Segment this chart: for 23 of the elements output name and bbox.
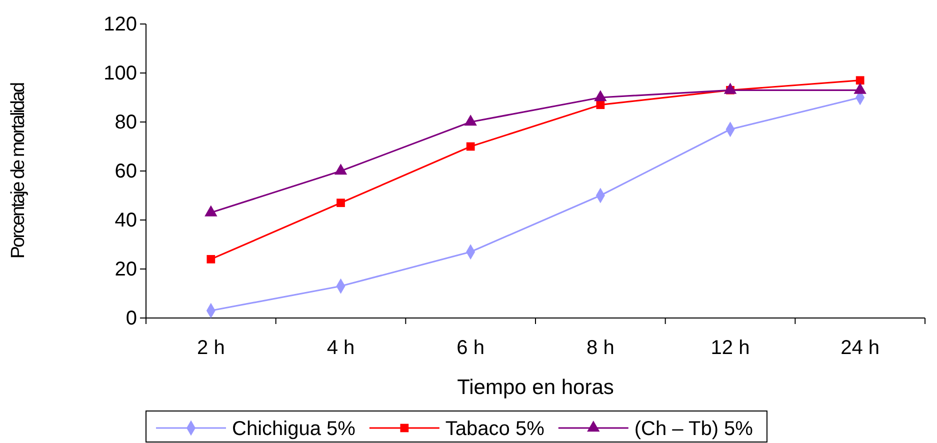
x-tick-label: 4 h bbox=[326, 337, 355, 360]
point bbox=[856, 76, 864, 85]
y-tick-label: 100 bbox=[104, 62, 137, 84]
x-tick-label: 24 h bbox=[840, 337, 880, 360]
x-tick-label: 8 h bbox=[586, 337, 614, 360]
y-tick-label: 0 bbox=[126, 307, 137, 330]
point bbox=[336, 198, 345, 208]
y-tick-label: 120 bbox=[104, 13, 137, 36]
x-tick-label: 12 h bbox=[710, 337, 750, 360]
legend-label: Tabaco 5% bbox=[445, 418, 545, 440]
legend-label: Chichigua 5% bbox=[232, 418, 356, 440]
legend-label: (Ch – Tb) 5% bbox=[634, 418, 754, 440]
y-tick-label: 40 bbox=[114, 209, 137, 232]
point bbox=[206, 255, 216, 264]
x-tick-label: 2 h bbox=[197, 337, 225, 360]
point bbox=[466, 142, 475, 151]
x-axis-title: Tiempo en horas bbox=[457, 376, 614, 399]
y-axis-title: Porcentaje de mortalidad bbox=[8, 82, 29, 259]
y-tick-label: 80 bbox=[114, 111, 137, 134]
point bbox=[596, 100, 605, 110]
y-tick-label: 60 bbox=[114, 160, 137, 182]
y-tick-label: 20 bbox=[114, 258, 137, 280]
x-tick-label: 6 h bbox=[456, 337, 484, 360]
